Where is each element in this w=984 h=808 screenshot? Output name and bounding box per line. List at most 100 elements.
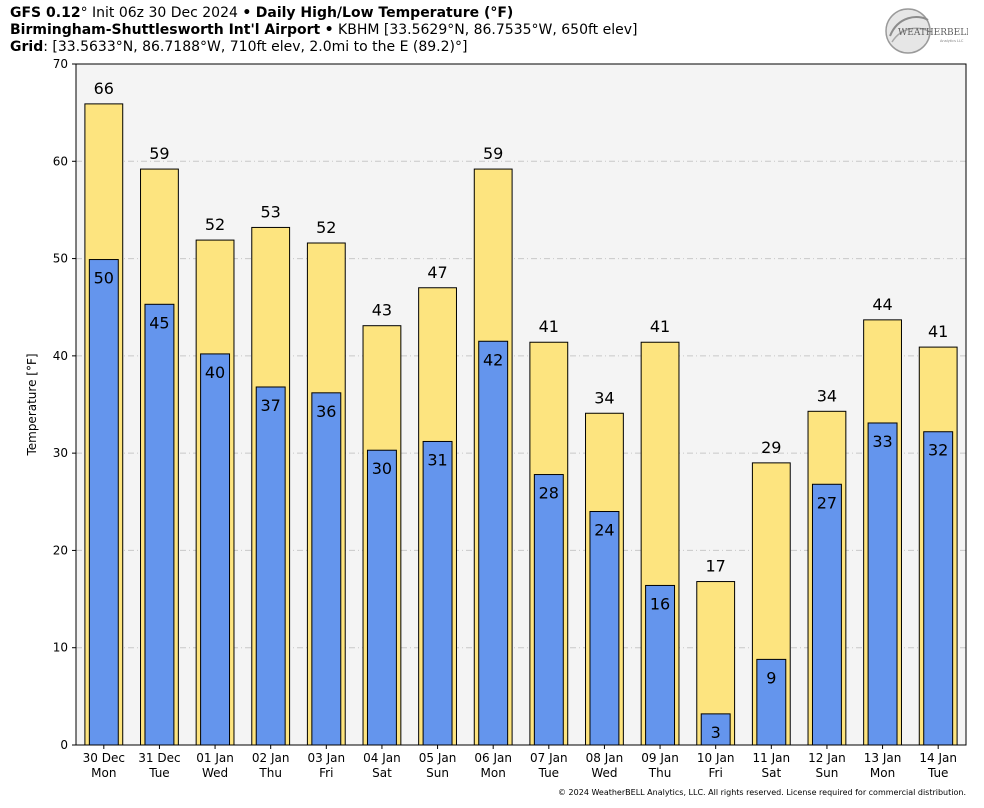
low-temp-bar	[478, 340, 509, 746]
x-tick-day: Thu	[258, 766, 282, 780]
y-tick-label: 70	[53, 57, 68, 71]
x-tick-day: Sun	[426, 766, 449, 780]
x-tick-date: 07 Jan	[530, 751, 568, 765]
x-tick-date: 10 Jan	[697, 751, 735, 765]
x-tick-date: 12 Jan	[808, 751, 846, 765]
grid-label: Grid	[10, 39, 44, 55]
high-temp-label: 17	[706, 557, 726, 576]
x-tick-date: 01 Jan	[196, 751, 234, 765]
model-name: GFS 0.12	[10, 5, 81, 21]
bullet-2: •	[324, 22, 334, 38]
low-temp-bar	[200, 353, 231, 746]
low-temp-bar	[311, 392, 342, 746]
low-temp-label: 24	[594, 521, 614, 540]
x-tick-day: Tue	[538, 766, 560, 780]
x-tick-date: 13 Jan	[864, 751, 902, 765]
low-temp-bar	[645, 584, 676, 746]
low-temp-label: 36	[316, 402, 336, 421]
low-temp-label: 33	[872, 432, 892, 451]
y-tick-label: 0	[60, 738, 68, 752]
low-temp-label: 45	[149, 313, 169, 332]
plot-frame	[75, 63, 967, 746]
bars: 66 50 59 45 52 40 53 37 52 36 43 30 47 31 59 42 41 28 34 24…	[84, 79, 958, 746]
y-tick-label: 40	[53, 349, 68, 363]
high-temp-label: 44	[872, 295, 892, 314]
x-tick-date: 04 Jan	[363, 751, 401, 765]
x-tick-day: Fri	[319, 766, 333, 780]
x-tick-day: Tue	[148, 766, 170, 780]
y-tick-label: 10	[53, 641, 68, 655]
y-tick-label: 50	[53, 252, 68, 266]
high-temp-label: 34	[594, 388, 614, 407]
high-temp-label: 41	[650, 317, 670, 336]
low-temp-label: 27	[817, 493, 837, 512]
high-temp-label: 52	[205, 215, 225, 234]
low-temp-label: 9	[766, 668, 776, 687]
bullet-1: •	[242, 5, 252, 21]
x-tick-date: 31 Dec	[138, 751, 180, 765]
x-tick-day: Wed	[202, 766, 228, 780]
low-temp-bar	[422, 440, 453, 746]
high-temp-label: 47	[427, 263, 447, 282]
x-tick-day: Sat	[761, 766, 781, 780]
x-tick-day: Wed	[591, 766, 617, 780]
high-temp-label: 43	[372, 301, 392, 320]
x-tick-day: Sun	[816, 766, 839, 780]
header-line-1: GFS 0.12° Init 06z 30 Dec 2024 • Daily H…	[10, 5, 870, 22]
chart-header: GFS 0.12° Init 06z 30 Dec 2024 • Daily H…	[10, 5, 870, 56]
high-temp-label: 66	[94, 79, 114, 98]
station-name: Birmingham-Shuttlesworth Int'l Airport	[10, 22, 321, 38]
high-temp-label: 59	[483, 144, 503, 163]
x-tick-date: 30 Dec	[83, 751, 125, 765]
low-temp-bar	[589, 511, 620, 746]
low-temp-label: 16	[650, 594, 670, 613]
low-temp-label: 31	[427, 450, 447, 469]
product-title: Daily High/Low Temperature (°F)	[255, 5, 514, 21]
low-temp-bar	[811, 483, 842, 746]
x-tick-date: 11 Jan	[753, 751, 791, 765]
low-temp-bar	[144, 303, 175, 746]
low-temp-label: 32	[928, 441, 948, 460]
high-temp-label: 59	[149, 144, 169, 163]
x-tick-day: Mon	[870, 766, 895, 780]
low-temp-label: 42	[483, 350, 503, 369]
x-tick-day: Thu	[648, 766, 672, 780]
high-temp-label: 52	[316, 218, 336, 237]
y-tick-label: 30	[53, 446, 68, 460]
x-tick-day: Sat	[372, 766, 392, 780]
x-tick-day: Tue	[927, 766, 949, 780]
low-temp-label: 28	[539, 484, 559, 503]
low-temp-bar	[533, 474, 564, 746]
low-temp-bar	[255, 386, 286, 746]
low-temp-bar	[923, 431, 954, 746]
x-tick-day: Fri	[709, 766, 723, 780]
low-temp-label: 37	[261, 396, 281, 415]
low-temp-label: 30	[372, 459, 392, 478]
x-tick-date: 14 Jan	[919, 751, 957, 765]
low-temp-label: 50	[94, 269, 114, 288]
high-temp-label: 41	[928, 322, 948, 341]
header-line-3: Grid: [33.5633°N, 86.7188°W, 710ft elev,…	[10, 39, 870, 56]
y-axis: 0 10 20 30 40 50 60 70	[53, 57, 76, 752]
high-temp-label: 53	[261, 202, 281, 221]
x-tick-date: 05 Jan	[419, 751, 457, 765]
low-temp-bar	[700, 713, 731, 746]
low-temp-bar	[88, 259, 119, 746]
x-tick-date: 06 Jan	[474, 751, 512, 765]
header-line-2: Birmingham-Shuttlesworth Int'l Airport •…	[10, 22, 870, 39]
weatherbell-logo: WEATHERBELL Analytics LLC	[885, 8, 968, 54]
x-tick-date: 03 Jan	[308, 751, 346, 765]
high-temp-label: 29	[761, 438, 781, 457]
y-tick-label: 20	[53, 543, 68, 557]
low-temp-label: 3	[711, 723, 721, 742]
x-tick-date: 09 Jan	[641, 751, 679, 765]
logo-text: WEATHERBELL	[898, 28, 968, 38]
init-text: Init 06z 30 Dec 2024	[92, 5, 238, 21]
x-tick-date: 02 Jan	[252, 751, 290, 765]
y-tick-label: 60	[53, 154, 68, 168]
grid-info: : [33.5633°N, 86.7188°W, 710ft elev, 2.0…	[43, 39, 468, 55]
x-tick-date: 08 Jan	[586, 751, 624, 765]
low-temp-bar	[867, 422, 898, 746]
x-tick-day: Mon	[481, 766, 506, 780]
